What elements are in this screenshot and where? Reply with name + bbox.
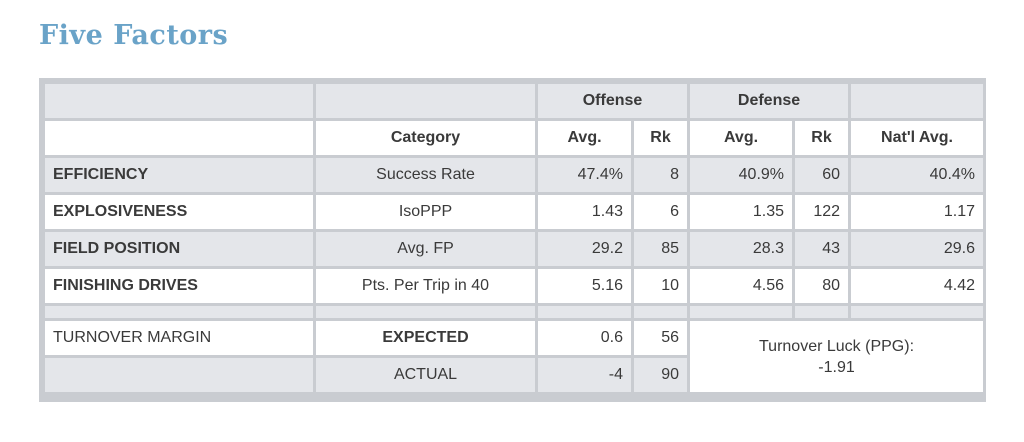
expected-value-cell: 0.6 [538, 321, 631, 355]
natl-avg-cell: 40.4% [851, 158, 984, 192]
table-row: FIELD POSITION Avg. FP 29.2 85 28.3 43 2… [45, 232, 984, 266]
offense-avg-cell: 1.43 [538, 195, 631, 229]
offense-rk-header: Rk [634, 121, 688, 155]
category-cell: Success Rate [316, 158, 535, 192]
turnover-actual-row: ACTUAL -4 90 [45, 358, 983, 392]
turnover-luck-label: Turnover Luck (PPG): [759, 337, 915, 355]
turnover-margin-label: TURNOVER MARGIN [45, 321, 313, 355]
actual-rk-cell: 90 [634, 358, 688, 392]
actual-value-cell: -4 [538, 358, 631, 392]
natl-avg-cell: 4.42 [851, 269, 984, 303]
page-title: Five Factors [39, 20, 229, 51]
spacer-cell [634, 306, 688, 318]
offense-avg-cell: 47.4% [538, 158, 631, 192]
factor-label: FIELD POSITION [45, 232, 313, 266]
defense-rk-cell: 43 [795, 232, 849, 266]
defense-avg-header: Avg. [690, 121, 793, 155]
category-header: Category [316, 121, 535, 155]
category-cell: Pts. Per Trip in 40 [316, 269, 535, 303]
table-row: EFFICIENCY Success Rate 47.4% 8 40.9% 60… [45, 158, 984, 192]
header-blank-cell [851, 84, 984, 118]
factor-label: FINISHING DRIVES [45, 269, 313, 303]
spacer-cell [316, 306, 535, 318]
header-blank-cell [45, 84, 313, 118]
turnover-luck-value: -1.91 [818, 358, 855, 376]
offense-rk-cell: 85 [634, 232, 688, 266]
offense-rk-cell: 10 [634, 269, 688, 303]
defense-header: Defense [690, 84, 849, 118]
natl-avg-cell: 1.17 [851, 195, 984, 229]
spacer-cell [690, 306, 793, 318]
header-blank-cell [45, 121, 313, 155]
offense-rk-cell: 8 [634, 158, 688, 192]
defense-rk-cell: 80 [795, 269, 849, 303]
spacer-cell [851, 306, 984, 318]
five-factors-table-frame: Offense Defense Category Avg. Rk Avg. Rk… [39, 78, 986, 402]
spacer-cell [45, 306, 313, 318]
natl-avg-cell: 29.6 [851, 232, 984, 266]
defense-avg-cell: 1.35 [690, 195, 793, 229]
table-row: EXPLOSIVENESS IsoPPP 1.43 6 1.35 122 1.1… [45, 195, 984, 229]
header-blank-cell [316, 84, 535, 118]
offense-avg-cell: 5.16 [538, 269, 631, 303]
natl-avg-header: Nat'l Avg. [851, 121, 984, 155]
blank-cell [45, 358, 313, 392]
category-cell: IsoPPP [316, 195, 535, 229]
category-cell: Avg. FP [316, 232, 535, 266]
turnover-expected-row: TURNOVER MARGIN EXPECTED 0.6 56 Turnover… [45, 321, 984, 392]
defense-rk-header: Rk [795, 121, 849, 155]
column-header-row: Category Avg. Rk Avg. Rk Nat'l Avg. [45, 121, 984, 155]
defense-rk-cell: 60 [795, 158, 849, 192]
spacer-cell [538, 306, 631, 318]
defense-avg-cell: 28.3 [690, 232, 793, 266]
spacer-row [45, 306, 984, 318]
five-factors-table: Offense Defense Category Avg. Rk Avg. Rk… [42, 81, 986, 395]
defense-avg-cell: 40.9% [690, 158, 793, 192]
offense-rk-cell: 6 [634, 195, 688, 229]
spacer-cell [795, 306, 849, 318]
group-header-row: Offense Defense [45, 84, 984, 118]
defense-rk-cell: 122 [795, 195, 849, 229]
factor-label: EXPLOSIVENESS [45, 195, 313, 229]
factor-label: EFFICIENCY [45, 158, 313, 192]
defense-avg-cell: 4.56 [690, 269, 793, 303]
table-row: FINISHING DRIVES Pts. Per Trip in 40 5.1… [45, 269, 984, 303]
expected-label: EXPECTED [316, 321, 535, 355]
offense-avg-cell: 29.2 [538, 232, 631, 266]
offense-avg-header: Avg. [538, 121, 631, 155]
expected-rk-cell: 56 [634, 321, 688, 355]
offense-header: Offense [538, 84, 688, 118]
actual-label: ACTUAL [316, 358, 535, 392]
turnover-luck-cell: Turnover Luck (PPG): -1.91 [690, 321, 984, 392]
